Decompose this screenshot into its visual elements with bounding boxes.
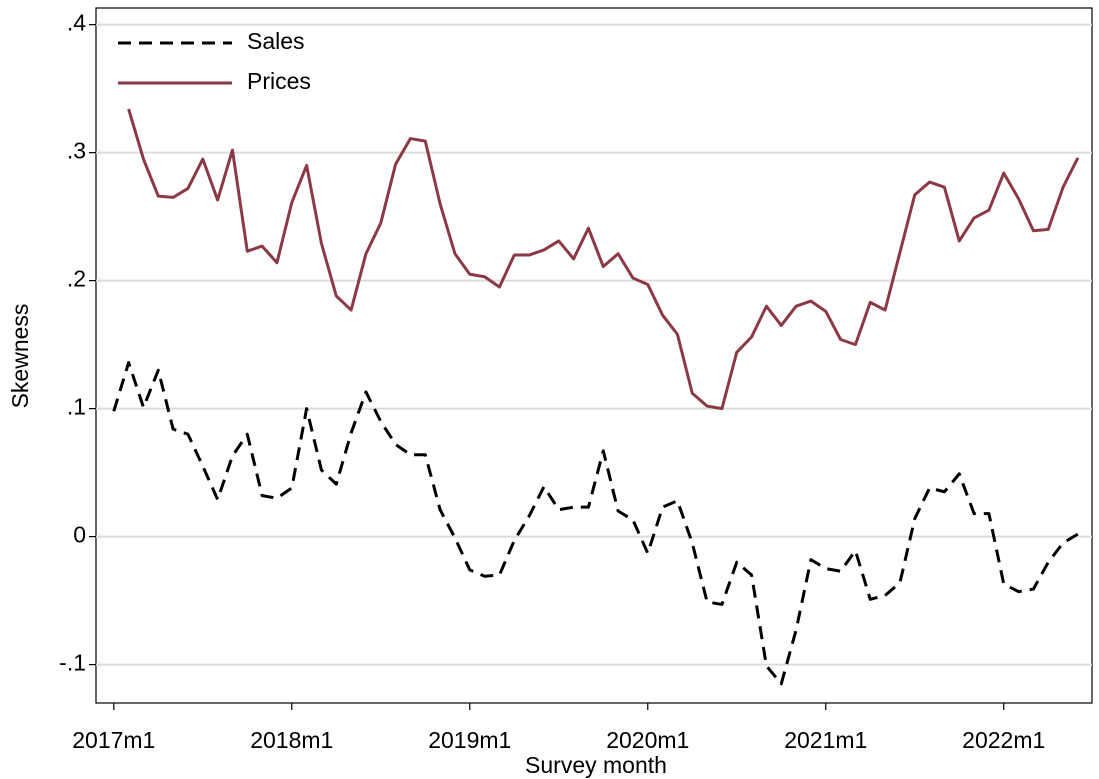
y-axis-title: Skewness xyxy=(7,304,33,409)
x-tick-label: 2019m1 xyxy=(428,727,511,753)
plot-frame xyxy=(95,7,1093,704)
y-tick-label: .1 xyxy=(67,394,86,420)
x-tick-label: 2017m1 xyxy=(72,727,155,753)
y-tick-label: -.1 xyxy=(59,650,86,676)
x-tick-label: 2021m1 xyxy=(784,727,867,753)
y-tick-label: .3 xyxy=(67,138,86,164)
series-line xyxy=(112,361,1079,686)
x-tick-label: 2020m1 xyxy=(606,727,689,753)
x-axis-title: Survey month xyxy=(525,752,667,778)
y-tick-label: .2 xyxy=(67,266,86,292)
x-tick-label: 2022m1 xyxy=(962,727,1045,753)
x-tick-label: 2018m1 xyxy=(250,727,333,753)
legend-label: Sales xyxy=(247,28,305,54)
series-line xyxy=(127,108,1080,411)
legend-label: Prices xyxy=(247,68,311,94)
y-tick-label: .4 xyxy=(67,10,86,36)
y-tick-label: 0 xyxy=(73,522,86,548)
